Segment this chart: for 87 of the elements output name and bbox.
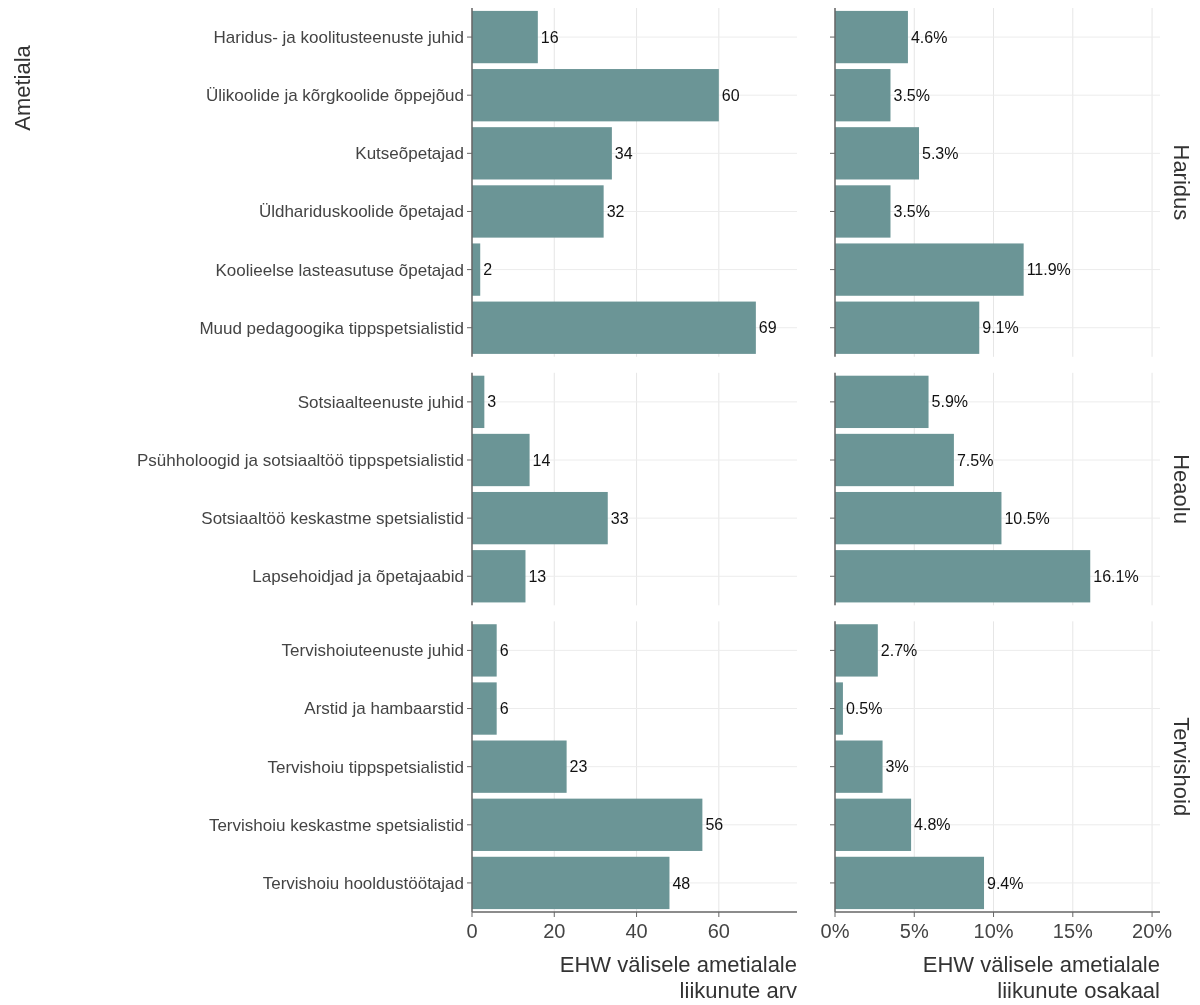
data-label: 34 [614, 144, 633, 162]
x-tick-label: 40 [625, 920, 648, 942]
data-label: 60 [721, 86, 740, 104]
x-tick-label: 15% [1052, 920, 1094, 942]
y-tick-label: Tervishoiuteenuste juhid [281, 641, 464, 661]
x-tick-label: 60 [707, 920, 730, 942]
text: Tervishoid [1169, 717, 1195, 817]
bar [835, 243, 1024, 296]
bar [472, 10, 538, 64]
data-label: 10.5% [1004, 509, 1050, 527]
bar [472, 740, 567, 793]
y-tick-label: Koolieelse lasteasutuse õpetajad [215, 260, 464, 280]
bar [835, 127, 920, 180]
x-axis-title: EHW välisele ametialale liikunute arv [559, 952, 797, 1003]
bar [835, 69, 891, 122]
bar [835, 550, 1091, 603]
data-label: 11.9% [1026, 261, 1071, 279]
bar [835, 185, 891, 238]
data-label: 16 [540, 28, 559, 46]
data-label: 3.5% [893, 86, 930, 104]
data-label: 2.7% [880, 642, 918, 659]
data-label: 23 [569, 758, 588, 776]
y-tick-label: Psühholoogid ja sotsiaaltöö tippspetsialistid [137, 450, 464, 470]
bar [472, 301, 756, 354]
data-label: 2 [483, 261, 493, 279]
bar [472, 682, 497, 735]
data-label: 69 [758, 319, 777, 337]
y-axis-title: Ametiala [9, 44, 35, 131]
data-label: 48 [672, 874, 691, 892]
y-tick-label: Tervishoiu hooldustöötajad [262, 873, 464, 893]
x-axis-title: EHW välisele ametialale liikunute osakaal [922, 952, 1160, 1003]
data-label: 56 [705, 816, 724, 834]
data-label: 16.1% [1093, 567, 1139, 585]
y-tick-label: Muud pedagoogika tippspetsialistid [199, 318, 464, 338]
bar [835, 798, 912, 851]
x-tick-label: 0% [820, 920, 850, 942]
x-tick-label: 10% [973, 920, 1014, 942]
y-tick-label: Tervishoiu keskastme spetsialistid [208, 815, 464, 835]
bar [472, 127, 612, 180]
bar [835, 856, 985, 910]
bar [835, 624, 878, 677]
bar [472, 491, 608, 545]
bar [835, 740, 883, 793]
x-tick-label: 20 [543, 920, 566, 942]
data-label: 6 [499, 642, 509, 659]
data-label: 32 [606, 203, 625, 221]
text: Haridus [1169, 144, 1195, 221]
data-label: 3% [885, 758, 909, 776]
y-tick-label: Lapsehoidjad ja õpetajaabid [252, 567, 464, 587]
data-label: 6 [499, 700, 509, 718]
bar [835, 375, 929, 429]
data-label: 9.4% [987, 874, 1024, 892]
bar [835, 301, 980, 354]
y-tick-label: Ülikoolide ja kõrgkoolide õppejõud [205, 86, 464, 106]
text: Heaolu [1169, 454, 1195, 524]
data-label: 3 [487, 393, 497, 411]
data-label: 4.6% [910, 28, 948, 46]
data-label: 5.3% [922, 144, 959, 162]
data-label: 0.5% [845, 700, 883, 718]
data-label: 3.5% [893, 203, 930, 221]
bar [472, 856, 670, 910]
bar [472, 69, 719, 122]
bar [472, 624, 497, 677]
y-tick-label: Sotsiaaltöö keskastme spetsialistid [201, 509, 464, 529]
bar [472, 550, 526, 603]
data-label: 5.9% [931, 393, 969, 411]
y-tick-label: Tervishoiu tippspetsialistid [267, 757, 464, 777]
data-label: 4.8% [914, 816, 951, 834]
data-label: 9.1% [982, 319, 1019, 337]
y-tick-label: Kutseõpetajad [355, 144, 464, 164]
y-tick-label: Sotsiaalteenuste juhid [297, 392, 464, 412]
bar [472, 798, 703, 851]
data-label: 33 [610, 509, 629, 527]
bar [835, 491, 1002, 545]
y-tick-label: Arstid ja hambaarstid [304, 699, 464, 719]
y-tick-label: Üldhariduskoolide õpetajad [258, 202, 464, 222]
x-tick-label: 0 [466, 920, 478, 942]
data-label: 7.5% [956, 451, 994, 469]
bar [472, 433, 530, 487]
bar [835, 10, 908, 64]
data-label: 14 [532, 451, 551, 469]
y-tick-label: Haridus- ja koolitusteenuste juhid [213, 28, 464, 48]
x-tick-label: 5% [899, 920, 929, 942]
data-label: 13 [528, 567, 547, 585]
bar [835, 433, 954, 487]
x-tick-label: 20% [1132, 920, 1173, 942]
bar [472, 185, 604, 238]
